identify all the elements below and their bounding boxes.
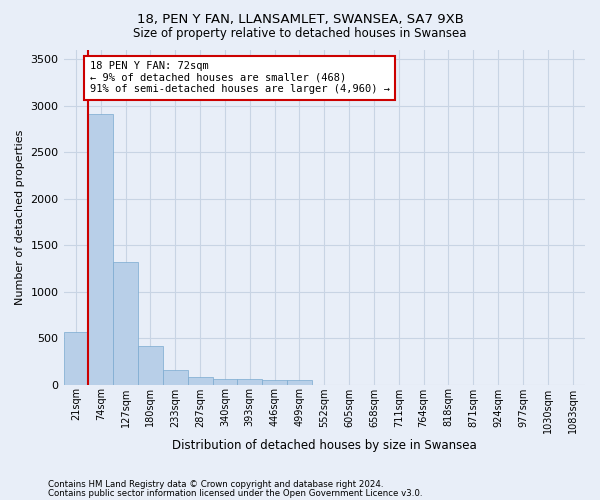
Text: Size of property relative to detached houses in Swansea: Size of property relative to detached ho… (133, 28, 467, 40)
Text: 18 PEN Y FAN: 72sqm
← 9% of detached houses are smaller (468)
91% of semi-detach: 18 PEN Y FAN: 72sqm ← 9% of detached hou… (89, 61, 389, 94)
Text: Contains HM Land Registry data © Crown copyright and database right 2024.: Contains HM Land Registry data © Crown c… (48, 480, 383, 489)
Bar (262, 380, 287, 384)
X-axis label: Distribution of detached houses by size in Swansea: Distribution of detached houses by size … (172, 440, 476, 452)
Bar (64, 332, 88, 384)
Text: Contains public sector information licensed under the Open Government Licence v3: Contains public sector information licen… (48, 488, 422, 498)
Text: 18, PEN Y FAN, LLANSAMLET, SWANSEA, SA7 9XB: 18, PEN Y FAN, LLANSAMLET, SWANSEA, SA7 … (137, 12, 463, 26)
Bar (138, 346, 163, 385)
Bar (212, 379, 238, 384)
Y-axis label: Number of detached properties: Number of detached properties (15, 130, 25, 305)
Bar (238, 380, 262, 384)
Bar (113, 262, 138, 384)
Bar (287, 380, 312, 384)
Bar (163, 370, 188, 384)
Bar (188, 377, 212, 384)
Bar (88, 114, 113, 384)
